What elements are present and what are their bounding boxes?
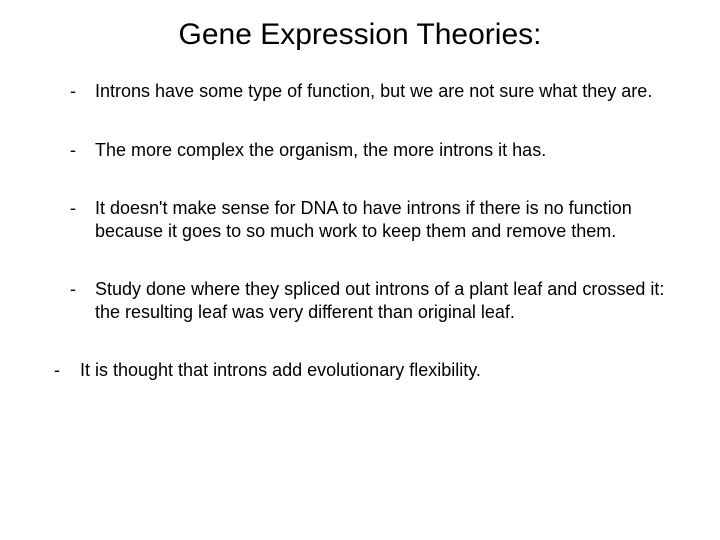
- list-item: Study done where they spliced out intron…: [40, 278, 680, 323]
- list-item: It doesn't make sense for DNA to have in…: [40, 197, 680, 242]
- slide-title: Gene Expression Theories:: [40, 18, 680, 52]
- list-item: It is thought that introns add evolution…: [40, 359, 680, 382]
- list-item: Introns have some type of function, but …: [40, 80, 680, 103]
- list-item: The more complex the organism, the more …: [40, 139, 680, 162]
- bullet-list: Introns have some type of function, but …: [40, 80, 680, 382]
